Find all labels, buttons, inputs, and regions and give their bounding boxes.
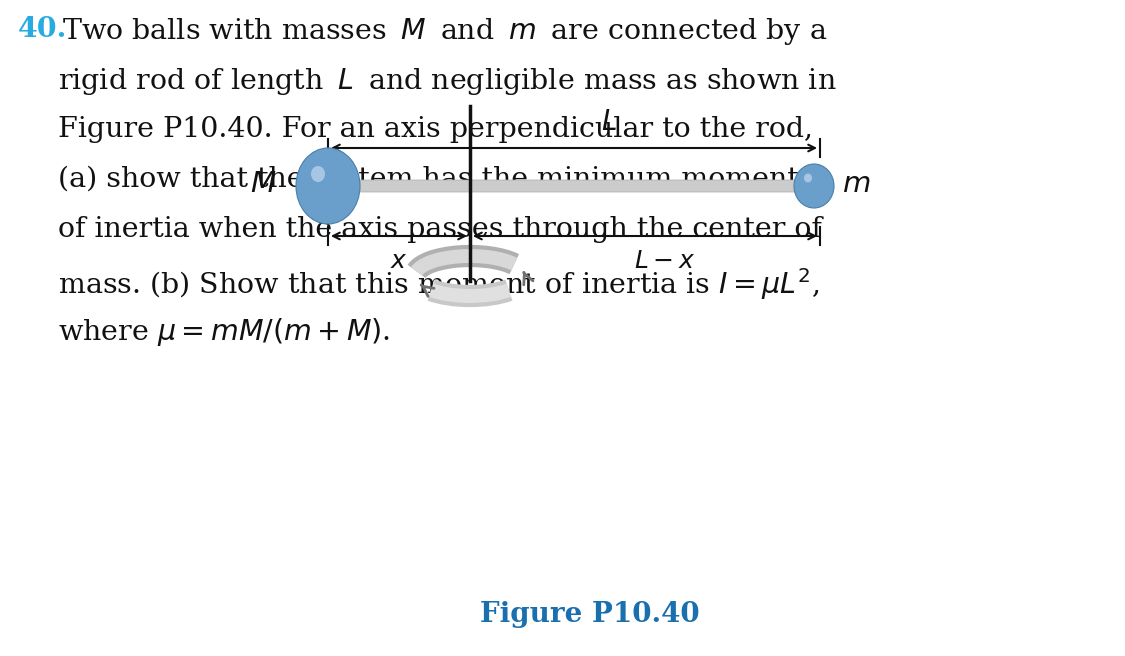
Ellipse shape	[310, 166, 325, 182]
Text: $L$: $L$	[601, 109, 616, 136]
Text: $x$: $x$	[390, 250, 408, 273]
Ellipse shape	[804, 173, 812, 182]
Text: Figure P10.40. For an axis perpendicular to the rod,: Figure P10.40. For an axis perpendicular…	[58, 116, 813, 143]
Text: Figure P10.40: Figure P10.40	[480, 601, 700, 628]
FancyBboxPatch shape	[318, 180, 821, 192]
Text: rigid rod of length  $L$  and negligible mass as shown in: rigid rod of length $L$ and negligible m…	[58, 66, 837, 97]
Text: Two balls with masses  $M$  and  $m$  are connected by a: Two balls with masses $M$ and $m$ are co…	[62, 16, 827, 47]
Text: $m$: $m$	[842, 170, 871, 198]
Ellipse shape	[794, 164, 834, 208]
Text: 40.: 40.	[18, 16, 68, 43]
Text: of inertia when the axis passes through the center of: of inertia when the axis passes through …	[58, 216, 822, 243]
Text: $M$: $M$	[250, 170, 276, 198]
Text: (a) show that the system has the minimum moment: (a) show that the system has the minimum…	[58, 166, 799, 194]
Ellipse shape	[296, 148, 360, 224]
Text: mass. (b) Show that this moment of inertia is $I = \mu L^2$,: mass. (b) Show that this moment of inert…	[58, 266, 819, 302]
Text: $L - x$: $L - x$	[634, 250, 695, 273]
Text: where $\mu = mM/(m + M)$.: where $\mu = mM/(m + M)$.	[58, 316, 390, 348]
